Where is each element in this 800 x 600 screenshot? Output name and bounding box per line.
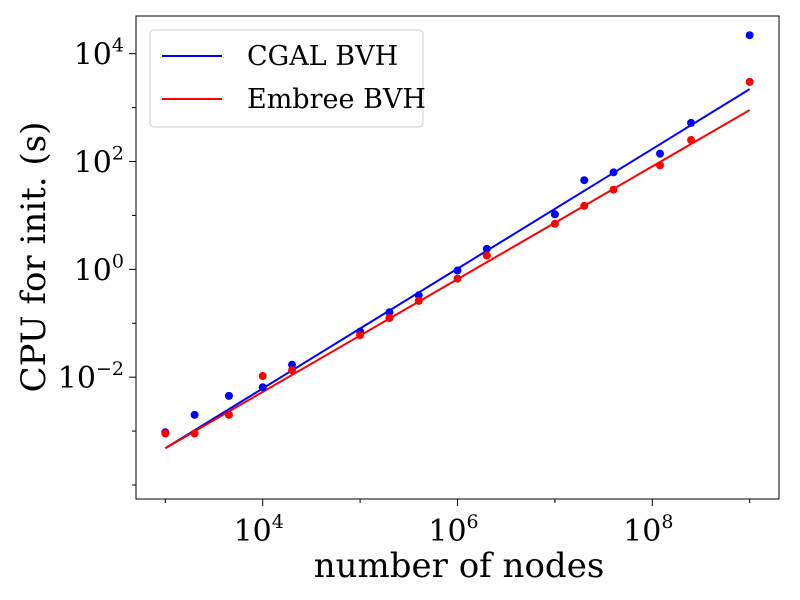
data-point-s1-0 — [161, 429, 170, 438]
y-tick-label-0: 10−2 — [58, 358, 124, 396]
axis-ticks: 104 106 108 10−2 100 102 104 — [58, 35, 751, 549]
data-point-s1-6 — [385, 314, 394, 323]
x-tick-label-1: 106 — [428, 511, 478, 549]
data-point-s1-1 — [190, 429, 199, 438]
legend-box — [149, 29, 424, 128]
y-tick-label-1: 100 — [74, 250, 124, 288]
data-point-s1-13 — [655, 161, 664, 170]
data-point-s1-10 — [550, 219, 559, 228]
data-point-s0-9 — [482, 244, 491, 253]
data-point-s0-1 — [190, 410, 199, 419]
data-point-s1-3 — [258, 372, 267, 381]
legend-label-cgal: CGAL BVH — [247, 41, 398, 72]
data-point-s0-7 — [414, 291, 423, 300]
x-axis-label: number of nodes — [314, 546, 605, 586]
data-point-s1-4 — [288, 366, 297, 375]
data-point-s0-2 — [224, 391, 233, 400]
x-tick-label-2: 108 — [623, 511, 673, 549]
data-point-s1-15 — [745, 77, 754, 86]
legend-label-embree: Embree BVH — [247, 84, 426, 115]
data-point-s0-3 — [258, 383, 267, 392]
data-point-s0-14 — [687, 118, 696, 127]
data-point-s1-9 — [482, 251, 491, 260]
data-point-s1-11 — [580, 201, 589, 210]
data-point-s1-8 — [453, 274, 462, 283]
data-point-s1-7 — [414, 296, 423, 305]
data-point-s1-2 — [224, 410, 233, 419]
data-point-s0-10 — [550, 210, 559, 219]
data-point-s0-15 — [745, 31, 754, 40]
data-point-s1-5 — [356, 331, 365, 340]
data-point-s1-12 — [609, 185, 618, 194]
data-points — [161, 31, 754, 438]
data-point-s0-12 — [609, 168, 618, 177]
y-axis-label: CPU for init. (s) — [14, 122, 54, 393]
legend: CGAL BVH Embree BVH — [149, 29, 426, 128]
y-tick-label-2: 102 — [74, 143, 124, 181]
y-tick-label-3: 104 — [74, 35, 124, 73]
data-point-s0-6 — [385, 308, 394, 317]
data-point-s0-11 — [580, 176, 589, 185]
data-point-s0-8 — [453, 266, 462, 275]
plot-frame — [135, 15, 780, 500]
x-tick-label-0: 104 — [234, 511, 284, 549]
data-point-s0-13 — [655, 149, 664, 158]
data-point-s1-14 — [687, 136, 696, 145]
